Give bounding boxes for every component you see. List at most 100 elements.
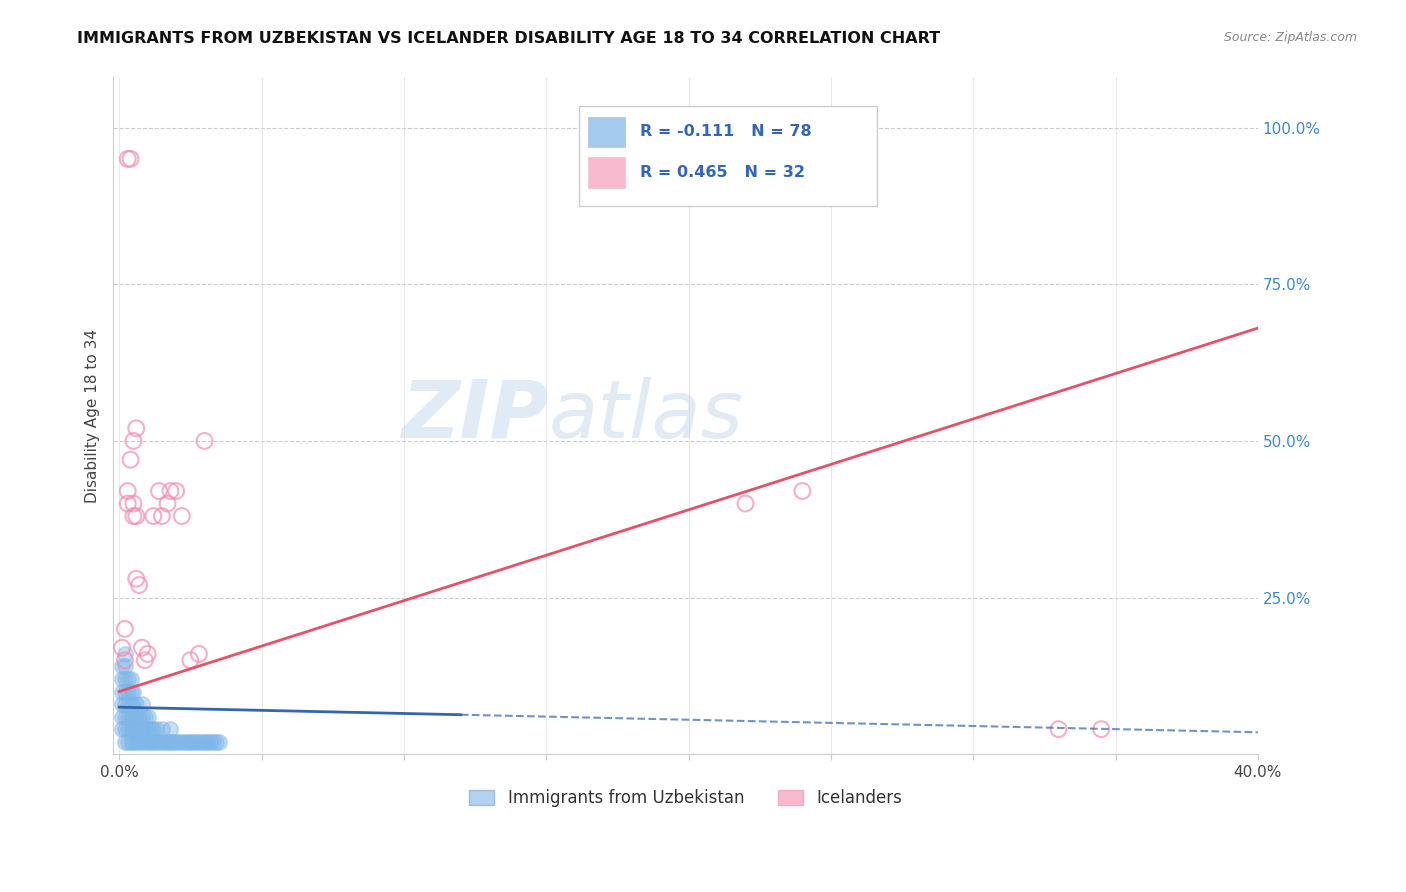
Point xyxy=(122,709,145,723)
Point xyxy=(131,640,153,655)
Point xyxy=(156,497,179,511)
Point xyxy=(194,734,217,748)
Point xyxy=(122,697,145,711)
Text: R = 0.465   N = 32: R = 0.465 N = 32 xyxy=(640,165,804,180)
Point xyxy=(111,640,134,655)
Point xyxy=(114,722,136,736)
Point xyxy=(117,497,139,511)
Point xyxy=(134,734,156,748)
Point xyxy=(187,734,209,748)
Point xyxy=(153,734,176,748)
Legend: Immigrants from Uzbekistan, Icelanders: Immigrants from Uzbekistan, Icelanders xyxy=(463,782,908,814)
Point xyxy=(1047,722,1070,736)
Point xyxy=(111,659,134,673)
Point xyxy=(117,684,139,698)
Point xyxy=(131,734,153,748)
Point xyxy=(142,509,165,524)
Point xyxy=(128,709,150,723)
Point xyxy=(148,734,170,748)
Point xyxy=(117,697,139,711)
Point xyxy=(117,672,139,686)
Point xyxy=(145,722,167,736)
Point xyxy=(139,734,162,748)
Point xyxy=(142,734,165,748)
Point xyxy=(159,734,181,748)
Point xyxy=(120,709,142,723)
FancyBboxPatch shape xyxy=(588,157,626,187)
Point xyxy=(111,709,134,723)
Point xyxy=(114,697,136,711)
Point xyxy=(117,152,139,166)
Point xyxy=(170,734,193,748)
Point xyxy=(165,734,187,748)
Point xyxy=(197,734,219,748)
Point xyxy=(128,722,150,736)
Point xyxy=(114,709,136,723)
Point xyxy=(139,722,162,736)
Point xyxy=(179,653,201,667)
Point xyxy=(117,722,139,736)
Point xyxy=(142,722,165,736)
Point xyxy=(176,734,198,748)
Point xyxy=(734,497,756,511)
Text: IMMIGRANTS FROM UZBEKISTAN VS ICELANDER DISABILITY AGE 18 TO 34 CORRELATION CHAR: IMMIGRANTS FROM UZBEKISTAN VS ICELANDER … xyxy=(77,31,941,46)
Point xyxy=(125,421,148,435)
Point xyxy=(125,709,148,723)
Text: R = -0.111   N = 78: R = -0.111 N = 78 xyxy=(640,124,811,139)
Point xyxy=(120,684,142,698)
Point xyxy=(181,734,204,748)
Point xyxy=(120,697,142,711)
Point xyxy=(156,734,179,748)
Text: atlas: atlas xyxy=(548,376,744,455)
Point xyxy=(150,734,173,748)
Point xyxy=(131,722,153,736)
Point xyxy=(159,483,181,498)
Point xyxy=(120,452,142,467)
Point xyxy=(179,734,201,748)
Point xyxy=(114,653,136,667)
Point xyxy=(128,578,150,592)
Point xyxy=(136,647,159,661)
Point xyxy=(136,709,159,723)
Point xyxy=(122,434,145,448)
Point xyxy=(134,722,156,736)
Point xyxy=(148,483,170,498)
Point xyxy=(184,734,207,748)
Point xyxy=(111,697,134,711)
Point xyxy=(190,734,212,748)
Point xyxy=(120,152,142,166)
Point xyxy=(1090,722,1112,736)
Point xyxy=(200,734,222,748)
Point xyxy=(136,722,159,736)
Point xyxy=(111,684,134,698)
FancyBboxPatch shape xyxy=(588,117,626,147)
Point xyxy=(120,722,142,736)
Point xyxy=(208,734,231,748)
FancyBboxPatch shape xyxy=(579,106,877,206)
Point xyxy=(167,734,190,748)
Point xyxy=(150,509,173,524)
Point xyxy=(131,709,153,723)
Point xyxy=(202,734,225,748)
Y-axis label: Disability Age 18 to 34: Disability Age 18 to 34 xyxy=(86,329,100,503)
Point xyxy=(114,647,136,661)
Point xyxy=(114,734,136,748)
Point xyxy=(165,483,187,498)
Point xyxy=(187,647,209,661)
Point xyxy=(134,653,156,667)
Point xyxy=(125,697,148,711)
Point xyxy=(114,622,136,636)
Point xyxy=(159,722,181,736)
Point xyxy=(111,672,134,686)
Point xyxy=(114,684,136,698)
Point xyxy=(120,734,142,748)
Point xyxy=(125,572,148,586)
Point xyxy=(117,709,139,723)
Point xyxy=(114,659,136,673)
Point xyxy=(122,684,145,698)
Point xyxy=(117,734,139,748)
Point xyxy=(125,509,148,524)
Point xyxy=(122,497,145,511)
Text: Source: ZipAtlas.com: Source: ZipAtlas.com xyxy=(1223,31,1357,45)
Point xyxy=(117,483,139,498)
